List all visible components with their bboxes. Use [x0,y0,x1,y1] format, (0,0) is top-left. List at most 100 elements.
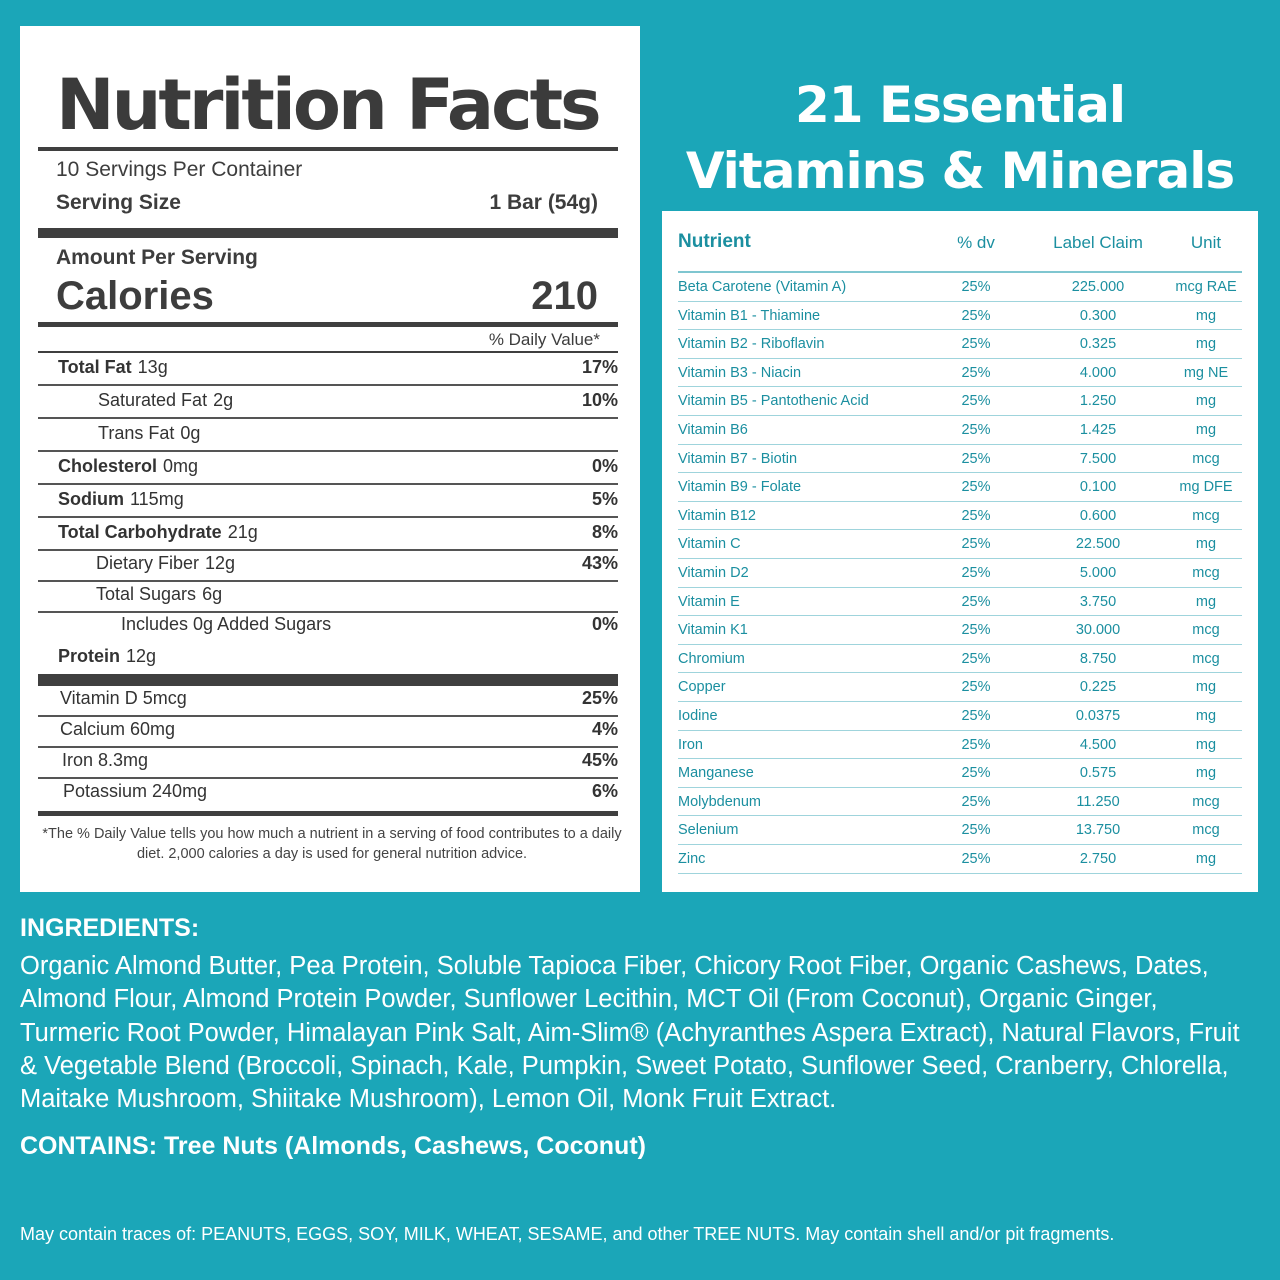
daily-value: 25% [961,307,991,324]
divider [38,351,618,353]
nutrient-name: Chromium [678,650,745,667]
nutrition-facts-panel: Nutrition Facts 10 Servings Per Containe… [20,26,640,892]
row-divider [38,715,618,717]
nutrient-amount: 13g [137,357,168,377]
nutrient-row: Total Carbohydrate 21g 8% [38,522,618,548]
table-row: Chromium 25% 8.750 mcg [678,645,1242,674]
nutrient-name: Trans Fat [98,423,175,443]
nutrient-row: Protein 12g [38,646,618,672]
nutrient-percent: 10% [581,390,618,410]
nutrient-percent: 5% [591,489,618,509]
daily-value: 25% [961,765,991,782]
nutrient-name: Vitamin B5 - Pantothenic Acid [678,393,869,410]
nutrient-amount: 12g [205,553,236,573]
vitamin-label: Calcium 60mg [60,719,176,739]
nutrition-facts-title: Nutrition Facts [56,64,602,146]
daily-value: 25% [961,536,991,553]
nutrient-label: Cholesterol 0mg [58,456,198,477]
table-row: Vitamin B7 - Biotin 25% 7.500 mcg [678,445,1242,474]
table-row: Vitamin D2 25% 5.000 mcg [678,559,1242,588]
nutrient-name: Total Fat [58,357,132,377]
nutrient-label: Total Carbohydrate 21g [58,522,258,543]
nutrient-name: Vitamin E [678,593,740,610]
nutrient-label: Total Sugars 6g [96,584,222,605]
vitamin-label: Potassium 240mg [63,781,208,801]
allergen-contains: CONTAINS: Tree Nuts (Almonds, Cashews, C… [20,1132,646,1160]
row-divider [38,549,618,551]
daily-value: 25% [961,364,991,381]
row-divider [38,777,618,779]
table-row: Vitamin K1 25% 30.000 mcg [678,616,1242,645]
label-claim: 0.575 [1079,765,1117,782]
vitamin-percent: 45% [581,750,618,770]
unit: mg [1195,422,1217,438]
label-claim: 0.600 [1079,507,1117,524]
vitamin-row: Vitamin D 5mcg 25% [38,688,618,714]
nutrient-label: Protein 12g [58,646,156,667]
label-claim: 4.000 [1079,364,1117,381]
unit: mg [1195,708,1217,724]
nutrient-amount: 21g [227,522,258,542]
daily-value: 25% [961,507,991,524]
unit: mcg [1192,507,1220,524]
nutrient-label: Saturated Fat 2g [98,390,233,411]
nutrient-amount: 0g [180,423,201,443]
nutrient-row: Sodium 115mg 5% [38,489,618,515]
header-unit: Unit [1190,233,1222,252]
table-row: Vitamin B9 - Folate 25% 0.100 mg DFE [678,473,1242,502]
unit: mcg [1192,793,1220,810]
unit: mcg [1192,565,1220,581]
label-claim: 11.250 [1076,793,1120,810]
nutrient-percent: 0% [591,456,618,476]
label-claim: 0.300 [1079,307,1117,324]
label-claim: 0.325 [1079,336,1117,353]
table-row: Iron 25% 4.500 mg [678,731,1242,760]
row-divider [38,417,618,419]
label-claim: 5.000 [1079,565,1117,581]
row-divider [38,516,618,518]
table-row: Zinc 25% 2.750 mg [678,845,1242,874]
nutrient-name: Manganese [678,765,754,782]
label-claim: 30.000 [1075,622,1121,639]
unit: mcg [1192,650,1220,667]
nutrient-name: Vitamin B2 - Riboflavin [678,336,825,353]
nutrient-row: Total Fat 13g 17% [38,357,618,383]
nutrient-percent: 43% [581,553,618,573]
unit: mg [1195,851,1217,867]
nutrient-label: Sodium 115mg [58,489,184,510]
nutrient-name: Saturated Fat [98,390,208,410]
vitamins-minerals-title: 21 Essential Vitamins & Minerals [660,72,1260,204]
unit: mcg [1192,822,1220,839]
nutrient-name: Includes 0g Added Sugars [121,614,332,634]
daily-value: 25% [961,622,991,639]
daily-value: 25% [961,736,991,753]
header-claim: Label Claim [1053,233,1143,252]
nutrient-row: Cholesterol 0mg 0% [38,456,618,482]
nutrient-name: Vitamin K1 [678,622,748,639]
daily-value: 25% [961,479,991,496]
nutrient-name: Cholesterol [58,456,158,476]
label-claim: 4.500 [1079,736,1117,753]
table-row: Iodine 25% 0.0375 mg [678,702,1242,731]
unit: mg [1195,679,1217,696]
label-claim: 13.750 [1075,822,1121,839]
thick-divider [38,674,618,686]
header-divider [678,271,1242,273]
nutrient-label: Includes 0g Added Sugars [121,614,331,635]
serving-size-value: 1 Bar (54g) [489,191,598,214]
nutrient-name: Vitamin B9 - Folate [678,479,802,496]
nutrient-name: Vitamin B12 [678,507,756,524]
vitamin-row: Iron 8.3mg 45% [38,750,618,776]
daily-value: 25% [961,851,991,867]
unit: mg [1195,765,1217,782]
header-dv: % dv [957,233,995,252]
nutrient-name: Copper [678,679,726,696]
vitamin-row: Potassium 240mg 6% [38,781,618,807]
unit: mg [1195,336,1217,353]
vitamins-minerals-table: Nutrient % dv Label Claim Unit Beta Caro… [662,211,1258,892]
ingredients-heading: INGREDIENTS: [20,914,200,942]
nutrient-name: Iodine [678,708,718,724]
label-claim: 2.750 [1079,851,1117,867]
daily-value: 25% [961,822,991,839]
nutrient-name: Vitamin B7 - Biotin [678,450,798,467]
